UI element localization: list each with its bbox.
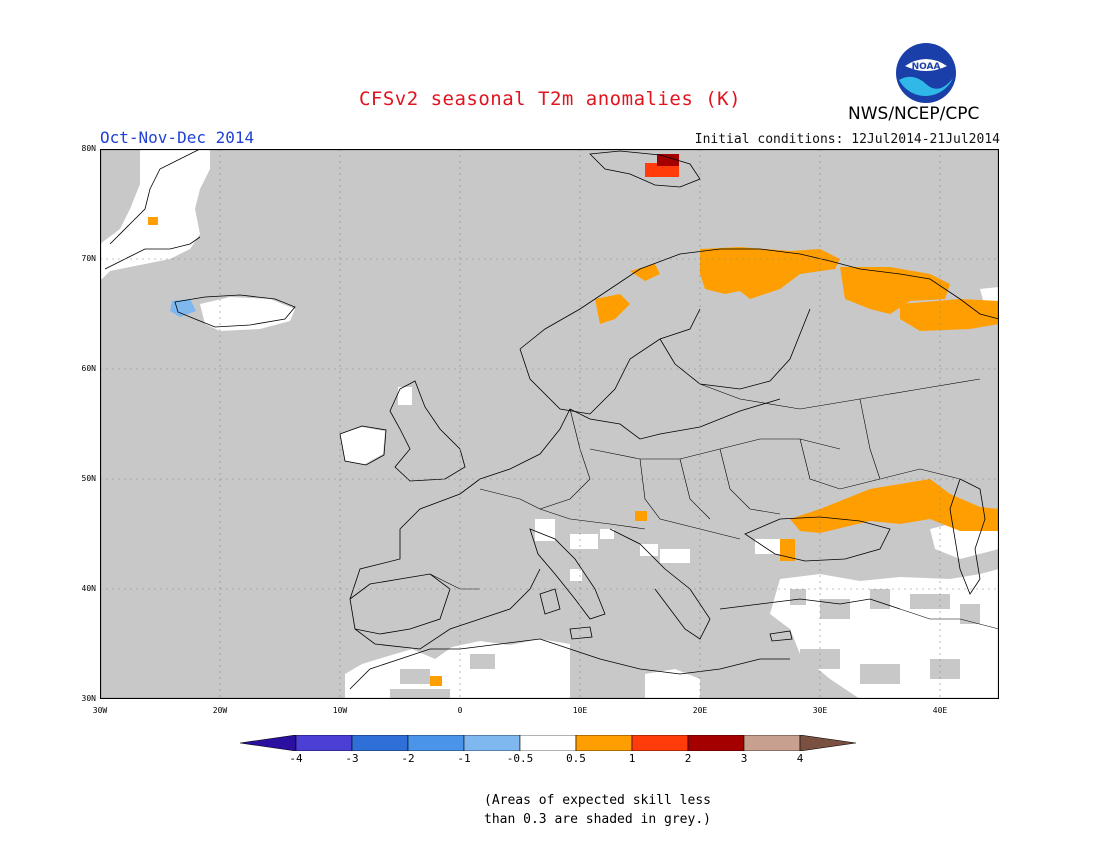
color-legend — [240, 735, 857, 751]
greenland-white — [100, 149, 210, 279]
lat-label-80n: 80N — [81, 144, 96, 153]
legend-label: 2 — [684, 752, 692, 765]
legend-label: -2 — [401, 752, 415, 765]
legend-cell — [575, 735, 633, 751]
footnote-line-1: (Areas of expected skill less — [484, 793, 711, 808]
graticule — [100, 149, 999, 699]
lat-label-30n: 30N — [81, 694, 96, 703]
lon-label-0: 0 — [457, 706, 463, 715]
lon-label-10e: 10E — [572, 706, 588, 715]
ireland-white — [340, 427, 385, 464]
legend-cell — [687, 735, 745, 751]
agency-label: NWS/NCEP/CPC — [848, 104, 980, 124]
lat-label-70n: 70N — [81, 254, 96, 263]
legend-label: -3 — [345, 752, 359, 765]
legend-cell — [519, 735, 577, 751]
legend-cell-below-min — [240, 735, 297, 751]
map-border — [100, 149, 999, 699]
lat-label-60n: 60N — [81, 364, 96, 373]
iceland-blue — [170, 299, 196, 317]
svalbard-darkred — [657, 154, 679, 166]
legend-label: -1 — [457, 752, 471, 765]
lon-label-20w: 20W — [212, 706, 228, 715]
legend-cell-above-max — [799, 735, 857, 751]
legend-cell — [463, 735, 521, 751]
legend-label: 1 — [628, 752, 636, 765]
legend-cell — [351, 735, 409, 751]
legend-label: -4 — [289, 752, 303, 765]
lat-label-40n: 40N — [81, 584, 96, 593]
lat-label-50n: 50N — [81, 474, 96, 483]
season-label: Oct-Nov-Dec 2014 — [100, 128, 255, 147]
map-title: CFSv2 seasonal T2m anomalies (K) — [358, 88, 742, 110]
lon-label-30e: 30E — [812, 706, 828, 715]
lon-label-40e: 40E — [932, 706, 948, 715]
lon-label-30w: 30W — [92, 706, 108, 715]
svalbard-red — [645, 163, 679, 177]
legend-label: 3 — [740, 752, 748, 765]
lon-label-20e: 20E — [692, 706, 708, 715]
lon-label-10w: 10W — [332, 706, 348, 715]
legend-label: 0.5 — [566, 752, 586, 765]
legend-cell — [407, 735, 465, 751]
legend-label: -0.5 — [506, 752, 534, 765]
noaa-logo: NOAA — [896, 43, 956, 103]
nw-russia-orange — [840, 267, 950, 314]
coastlines — [104, 149, 999, 690]
legend-cell — [295, 735, 353, 751]
legend-cell — [631, 735, 689, 751]
noaa-logo-text: NOAA — [912, 62, 941, 72]
iceland-white — [200, 297, 295, 331]
north-scandinavia-orange — [700, 247, 840, 299]
legend-label: 4 — [796, 752, 804, 765]
initial-conditions-label: Initial conditions: 12Jul2014-21Jul2014 — [694, 132, 1000, 147]
anomaly-map — [100, 149, 999, 699]
legend-cell — [743, 735, 801, 751]
strong-anomaly-regions — [645, 154, 679, 177]
footnote-line-2: than 0.3 are shaded in grey.) — [484, 812, 711, 827]
